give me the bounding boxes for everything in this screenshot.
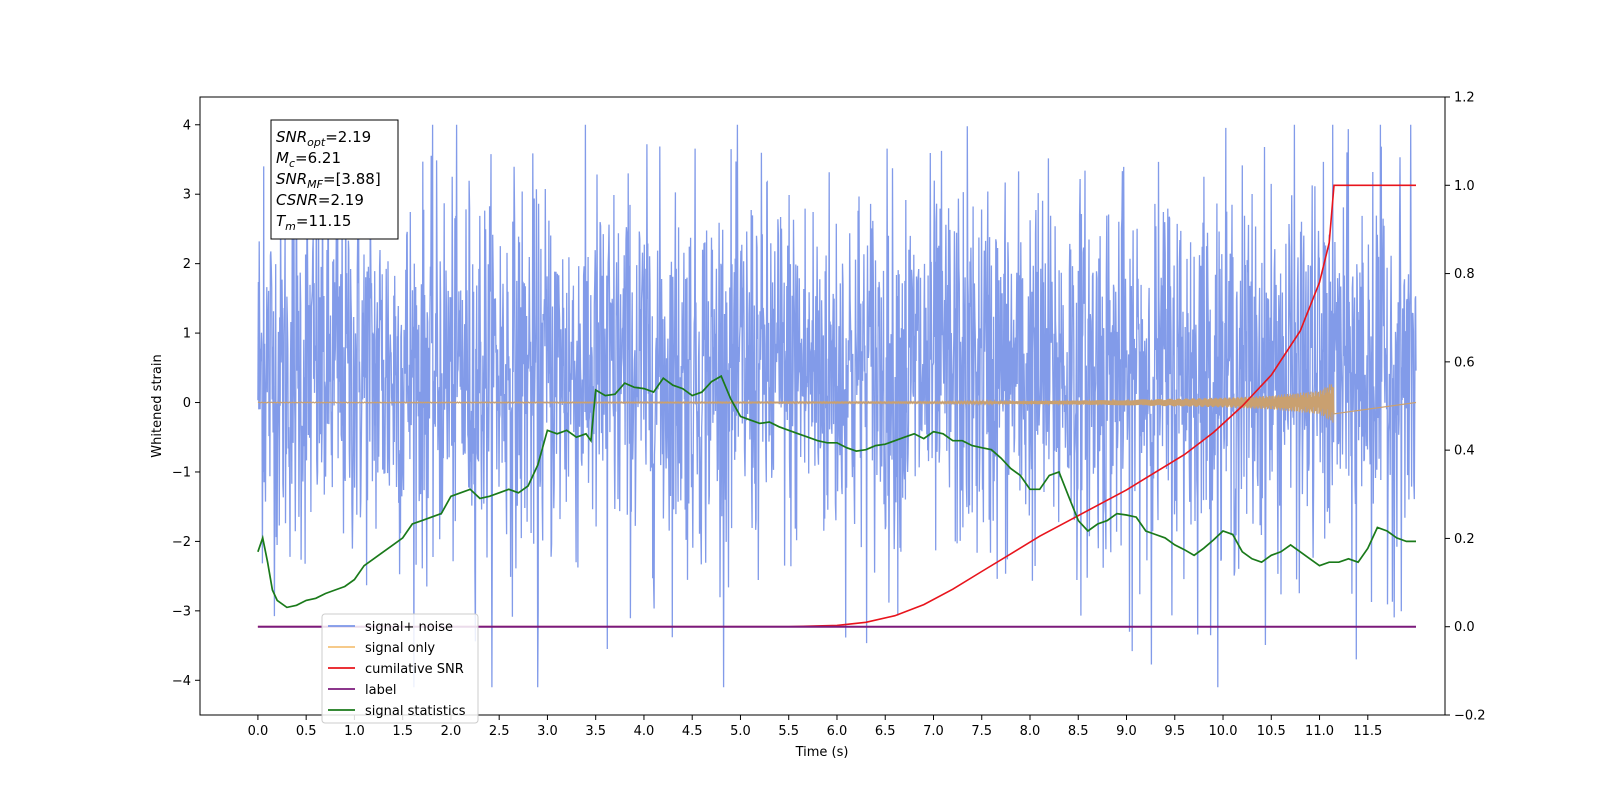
x-tick-label: 7.5 <box>971 724 992 739</box>
x-tick-label: 0.5 <box>296 724 317 739</box>
x-tick-label: 8.5 <box>1068 724 1089 739</box>
y2-tick-label: 0.2 <box>1454 532 1475 547</box>
x-tick-label: 9.0 <box>1116 724 1137 739</box>
x-tick-label: 7.0 <box>923 724 944 739</box>
x-tick-label: 2.0 <box>441 724 462 739</box>
x-tick-label: 3.0 <box>537 724 558 739</box>
x-tick-label: 11.0 <box>1305 724 1334 739</box>
x-tick-label: 10.5 <box>1257 724 1286 739</box>
legend-label: label <box>365 683 396 698</box>
x-tick-label: 1.0 <box>344 724 365 739</box>
legend-label: cumilative SNR <box>365 662 464 677</box>
x-tick-label: 4.0 <box>634 724 655 739</box>
y-tick-label: −1 <box>172 465 191 480</box>
y-tick-label: 3 <box>183 188 191 203</box>
plot-frame <box>199 96 1446 716</box>
annotation-frame <box>270 119 399 240</box>
series-layer <box>257 124 1417 688</box>
y-tick-label: 1 <box>183 327 191 342</box>
x-tick-label: 4.5 <box>682 724 703 739</box>
series-signal-noise-line <box>257 124 1417 688</box>
x-tick-label: 6.0 <box>827 724 848 739</box>
x-tick-label: 11.5 <box>1353 724 1382 739</box>
y-tick-label: −3 <box>172 604 191 619</box>
series-signal-statistics-line <box>257 374 1416 609</box>
annotation-line: SNRopt=2.19 <box>276 128 371 149</box>
x-axis: 0.0 0.5 1.0 1.5 2.0 2.5 3.0 3.5 4.0 4.5 5.0 5.5 6.0 6… <box>248 715 1382 739</box>
legend: signal+ noise signal only cumilative SNR la… <box>321 613 479 724</box>
series-signal-only-line <box>257 384 1417 423</box>
x-tick-label: 1.5 <box>392 724 413 739</box>
y-axis-left: −4 −3 −2 −1 0 1 2 3 4 <box>172 118 200 689</box>
y-tick-label: −4 <box>172 674 191 689</box>
annotation-line: Mc=6.21 <box>276 149 341 170</box>
x-tick-label: 5.0 <box>730 724 751 739</box>
y2-tick-label: 0.4 <box>1454 444 1475 459</box>
y-tick-label: 4 <box>183 118 191 133</box>
annotation-line: CSNR=2.19 <box>276 191 364 209</box>
y2-tick-label: −0.2 <box>1454 709 1486 724</box>
y-axis-title: Whitened strain <box>150 354 165 457</box>
annotation-line: SNRMF=[3.88] <box>276 170 381 191</box>
legend-frame <box>321 613 479 724</box>
legend-label: signal+ noise <box>365 620 453 635</box>
y-tick-label: −2 <box>172 535 191 550</box>
y2-tick-label: 0.6 <box>1454 355 1475 370</box>
y2-tick-label: 0.0 <box>1454 620 1475 635</box>
x-tick-label: 2.5 <box>489 724 510 739</box>
x-tick-label: 3.5 <box>585 724 606 739</box>
annotation-line: Tm=11.15 <box>276 212 351 233</box>
x-axis-title: Time (s) <box>795 745 849 760</box>
y-tick-label: 2 <box>183 257 191 272</box>
x-tick-label: 5.5 <box>778 724 799 739</box>
y-tick-label: 0 <box>183 396 191 411</box>
y-axis-right: −0.2 0.0 0.2 0.4 0.6 0.8 1.0 1.2 <box>1445 91 1486 724</box>
x-tick-label: 9.5 <box>1164 724 1185 739</box>
y2-tick-label: 0.8 <box>1454 267 1475 282</box>
y2-tick-label: 1.0 <box>1454 179 1475 194</box>
x-tick-label: 10.0 <box>1209 724 1238 739</box>
legend-label: signal only <box>365 641 435 656</box>
x-tick-label: 6.5 <box>875 724 896 739</box>
series-cumulative-snr-line <box>257 184 1416 628</box>
legend-label: signal statistics <box>365 704 466 719</box>
x-tick-label: 0.0 <box>248 724 269 739</box>
x-tick-label: 8.0 <box>1020 724 1041 739</box>
y2-tick-label: 1.2 <box>1454 91 1475 106</box>
